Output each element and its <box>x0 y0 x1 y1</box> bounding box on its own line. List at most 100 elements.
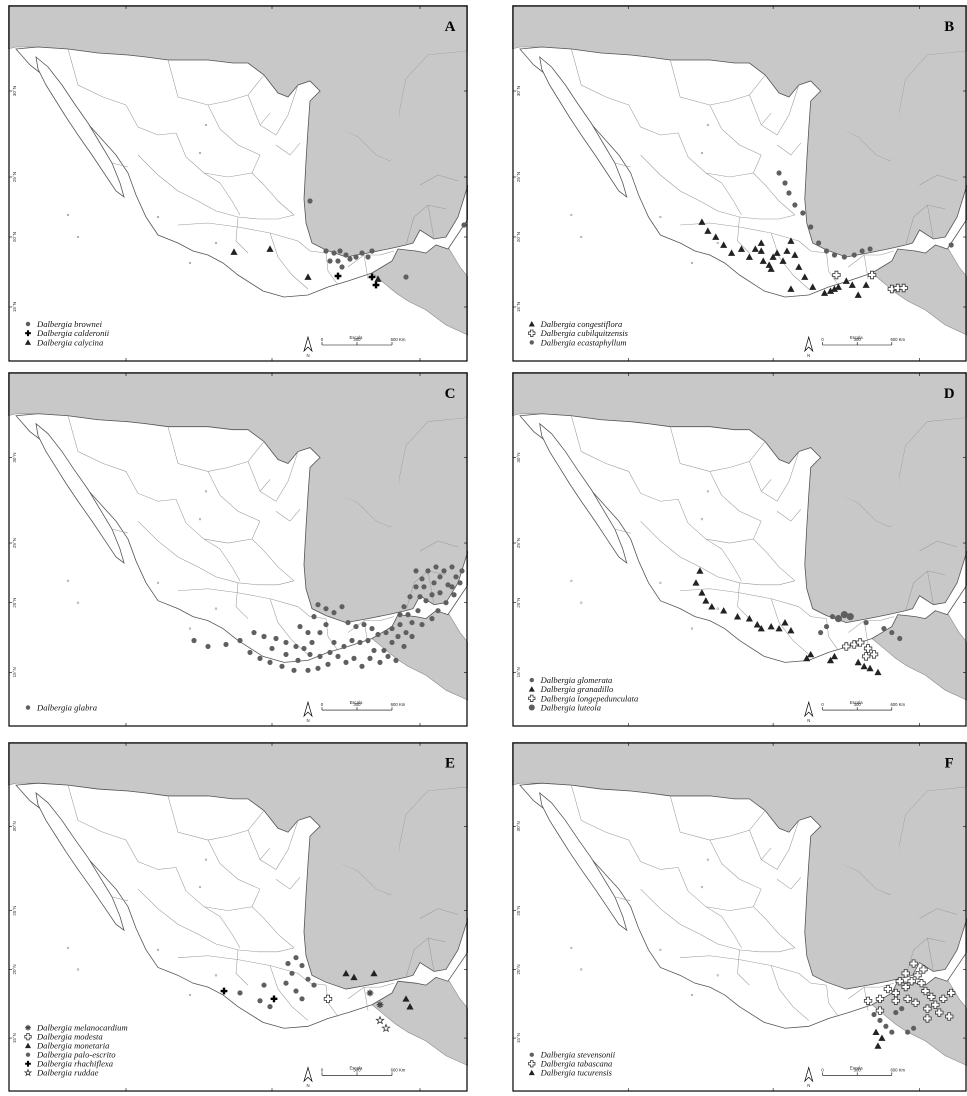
occurrence-opencross <box>909 959 918 968</box>
occurrence-dot <box>883 1023 889 1029</box>
occurrence-triangle <box>745 253 753 260</box>
occurrence-opencross <box>919 965 928 974</box>
occurrence-dot <box>871 1012 877 1018</box>
occurrence-triangle <box>775 624 783 632</box>
occurrence-opencross <box>899 283 908 293</box>
occurrence-opencross <box>901 982 910 992</box>
occurrence-dot <box>327 258 333 264</box>
occurrence-dot <box>273 635 279 642</box>
latitude-tick-label: 30°N <box>12 86 17 96</box>
occurrence-triangle <box>733 613 742 620</box>
occurrence-opencross <box>931 1000 940 1009</box>
legend-label: Dalbergia glabra <box>36 703 97 713</box>
panel-letter: C <box>445 386 456 402</box>
island <box>188 627 192 630</box>
occurrence-triangle <box>712 233 720 240</box>
latitude-tick-label: 20°N <box>12 964 17 974</box>
occurrence-triangle <box>702 597 710 604</box>
occurrence-dot <box>305 629 311 636</box>
map-frame <box>512 5 967 362</box>
occurrence-dot <box>191 637 197 644</box>
occurrence-triangle <box>769 253 777 260</box>
state-borders <box>67 48 459 290</box>
occurrence-dot <box>295 657 301 663</box>
island <box>198 151 202 155</box>
scale-title: Escala <box>350 1065 364 1070</box>
occurrence-dot <box>776 170 782 176</box>
scale-tick-label: 300 <box>353 337 361 342</box>
occurrence-points <box>863 959 956 1049</box>
latitude-tick-label: 25°N <box>516 538 521 548</box>
scale-title: Escala <box>350 335 364 340</box>
occurrence-dot <box>257 998 263 1004</box>
occurrence-triangle <box>862 281 870 288</box>
island <box>204 123 208 127</box>
occurrence-dot <box>317 629 323 636</box>
island <box>204 858 208 861</box>
latitude-tick-label: 30°N <box>516 452 521 462</box>
map-panel-f: 110°W100°W90°W30°N25°N20°N15°NFDalbergia… <box>512 742 967 1092</box>
occurrence-dot <box>403 274 409 280</box>
occurrence-dot <box>297 623 303 630</box>
occurrence-dot <box>279 663 285 669</box>
occurrence-triangle <box>266 245 274 252</box>
occurrence-dot <box>457 580 463 586</box>
occurrence-dot <box>851 252 857 258</box>
legend-symbol-star <box>23 1068 33 1077</box>
occurrence-dot <box>433 564 439 570</box>
baja-california <box>539 422 628 564</box>
scale-tick-label: 0 <box>821 702 824 707</box>
legend-symbol-opencross <box>24 1033 32 1041</box>
occurrence-dot <box>307 198 313 204</box>
mexico-mainland <box>519 782 967 1029</box>
island <box>188 993 192 997</box>
occurrence-triangle <box>834 283 842 290</box>
occurrence-dot <box>393 657 399 663</box>
occurrence-triangle <box>787 285 795 292</box>
occurrence-dot <box>317 653 323 659</box>
occurrence-dot <box>437 574 443 580</box>
occurrence-dot <box>818 629 824 636</box>
occurrence-dot <box>369 248 375 254</box>
occurrence-dot <box>353 254 359 260</box>
occurrence-triangle <box>826 287 835 294</box>
island <box>700 885 704 889</box>
island <box>570 579 573 582</box>
occurrence-dot <box>343 659 349 665</box>
scale-bar: Escala 0 300 600 Km <box>821 700 906 711</box>
legend-label: Dalbergia ruddae <box>36 1068 99 1078</box>
occurrence-dot <box>429 592 435 598</box>
occurrence-dot <box>441 568 447 574</box>
map-c: 110°W100°W90°W30°N25°N20°N15°NCDalbergia… <box>8 372 468 727</box>
island <box>156 948 160 951</box>
legend-symbol-dot <box>25 321 31 327</box>
occurrence-triangle <box>830 652 839 660</box>
occurrence-triangle <box>374 275 382 282</box>
latitude-tick-label: 20°N <box>12 598 17 608</box>
occurrence-dot <box>343 252 349 258</box>
occurrence-dot <box>397 612 403 618</box>
occurrence-bigdot <box>834 615 842 623</box>
occurrence-dot <box>205 643 211 650</box>
occurrence-dot <box>911 1025 917 1031</box>
island <box>76 968 80 971</box>
occurrence-opencross <box>921 986 930 996</box>
occurrence-dot <box>267 1004 273 1010</box>
state-borders <box>571 415 958 655</box>
map-b: 110°W100°W90°W30°N25°N20°N15°NBDalbergia… <box>512 5 967 362</box>
island <box>706 490 709 493</box>
occurrence-dot <box>435 608 441 614</box>
occurrence-opencross <box>875 1006 885 1015</box>
legend-symbol-opencross <box>528 694 536 702</box>
occurrence-dot <box>301 645 307 652</box>
occurrence-opencross <box>923 1014 932 1023</box>
island <box>706 123 709 127</box>
occurrence-triangle <box>826 656 835 664</box>
latitude-tick-label: 30°N <box>12 821 17 831</box>
occurrence-dot <box>353 623 359 630</box>
island <box>716 607 719 610</box>
occurrence-triangle <box>767 622 775 630</box>
occurrence-dot <box>283 639 289 646</box>
latitude-tick-label: 25°N <box>12 906 17 916</box>
occurrence-dot <box>269 645 275 652</box>
